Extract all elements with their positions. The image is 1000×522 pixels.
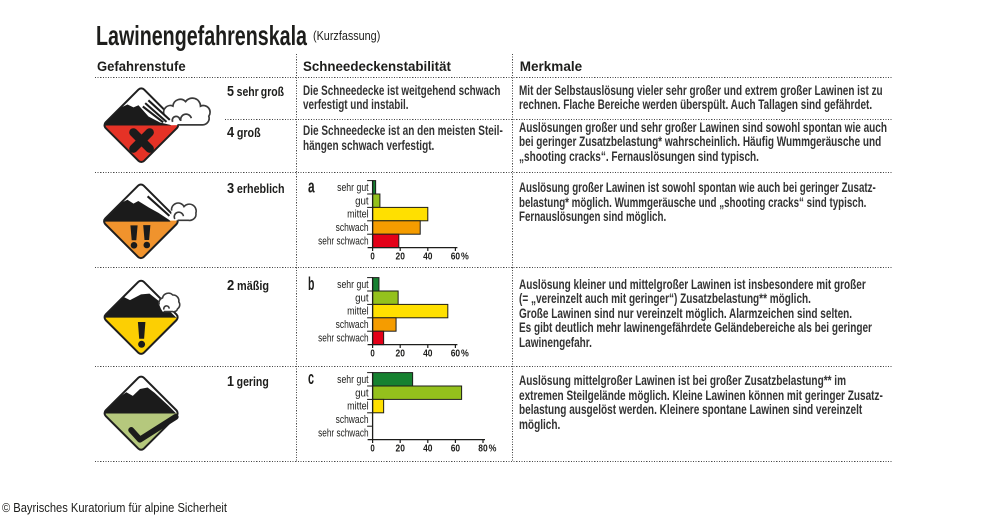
svg-text:gut: gut: [355, 195, 369, 207]
svg-text:60: 60: [451, 443, 461, 455]
svg-text:20: 20: [396, 251, 406, 263]
svg-text:c: c: [308, 369, 314, 389]
svg-text:a: a: [308, 177, 315, 197]
svg-text:40: 40: [423, 347, 433, 359]
svg-text:gut: gut: [355, 388, 369, 400]
svg-text:mittel: mittel: [347, 401, 369, 413]
svg-text:%: %: [489, 443, 497, 455]
svg-text:schwach: schwach: [336, 222, 369, 234]
svg-text:sehr gut: sehr gut: [337, 374, 369, 386]
svg-text:sehr schwach: sehr schwach: [318, 236, 369, 248]
svg-text:40: 40: [423, 443, 433, 455]
svg-text:80: 80: [478, 443, 488, 455]
svg-text:sehr gut: sehr gut: [337, 182, 369, 194]
svg-text:sehr gut: sehr gut: [337, 278, 369, 290]
svg-text:gut: gut: [355, 292, 369, 304]
svg-text:0: 0: [370, 443, 375, 455]
svg-text:mittel: mittel: [347, 209, 369, 221]
svg-text:schwach: schwach: [336, 319, 369, 331]
svg-text:0: 0: [370, 251, 375, 263]
svg-text:%: %: [461, 347, 469, 359]
svg-text:60: 60: [451, 251, 461, 263]
svg-text:sehr schwach: sehr schwach: [318, 332, 369, 344]
svg-text:b: b: [308, 274, 314, 294]
svg-text:sehr schwach: sehr schwach: [318, 428, 369, 440]
svg-text:40: 40: [423, 251, 433, 263]
svg-text:20: 20: [396, 347, 406, 359]
svg-text:20: 20: [396, 443, 406, 455]
svg-text:mittel: mittel: [347, 305, 369, 317]
svg-text:60: 60: [451, 347, 461, 359]
svg-text:%: %: [461, 251, 469, 263]
svg-text:0: 0: [370, 347, 375, 359]
svg-text:schwach: schwach: [336, 414, 369, 426]
